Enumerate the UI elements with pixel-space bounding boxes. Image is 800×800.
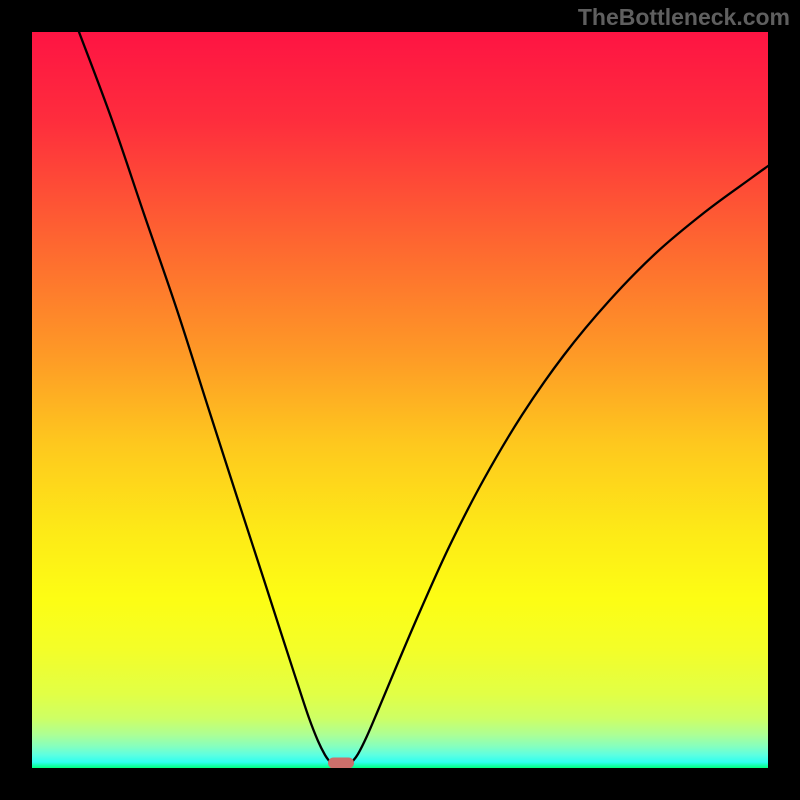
vertex-marker — [328, 758, 354, 769]
chart-container: TheBottleneck.com — [0, 0, 800, 800]
chart-svg — [0, 0, 800, 800]
watermark-text: TheBottleneck.com — [578, 4, 790, 31]
